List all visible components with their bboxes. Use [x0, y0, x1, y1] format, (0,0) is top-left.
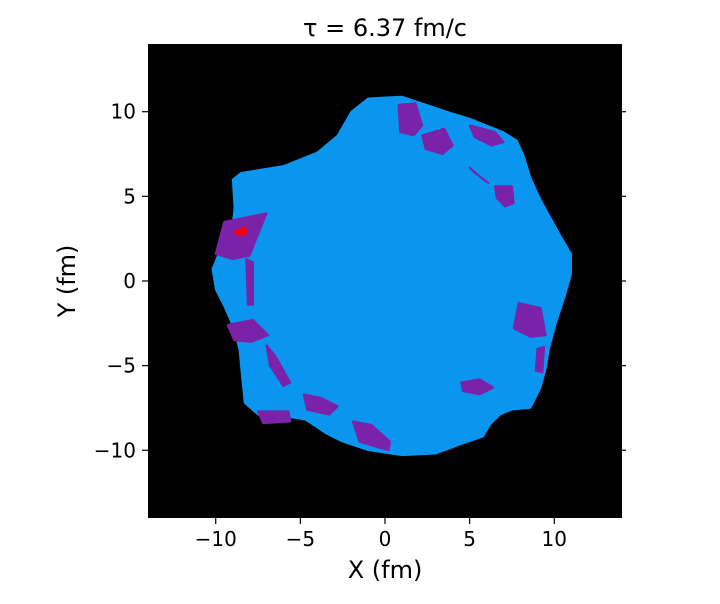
- y-tick-label: 5: [123, 184, 136, 208]
- x-ticks: −10 −5 0 5 10: [195, 518, 567, 551]
- x-tick-label: −10: [195, 527, 237, 551]
- hotspot-blob-9: [265, 344, 292, 387]
- hotspot-blob-8: [226, 318, 270, 343]
- y-tick-label: −10: [94, 438, 136, 462]
- hotspot-blob-7: [245, 258, 254, 306]
- hotspot-blob-13: [460, 378, 495, 396]
- hotspot-blob-6: [214, 212, 268, 260]
- y-tick-label: −5: [107, 354, 136, 378]
- x-axis-label: X (fm): [348, 556, 423, 584]
- hotspot-blob-5: [494, 185, 515, 208]
- y-ticks: −10 −5 0 5 10: [94, 100, 626, 462]
- hotspot-blob-10: [302, 393, 339, 416]
- hotspot-blob-15: [534, 346, 546, 374]
- hotspot-blob-11: [257, 410, 292, 425]
- field-regions: [211, 95, 572, 457]
- x-tick-label: 10: [542, 527, 567, 551]
- hotspot-blob-12: [351, 420, 392, 452]
- region-peak: [233, 226, 247, 237]
- y-tick-label: 10: [111, 100, 136, 124]
- hotspot-blob-3: [468, 124, 505, 147]
- x-tick-label: 0: [379, 527, 392, 551]
- x-tick-label: −5: [286, 527, 315, 551]
- y-axis-label: Y (fm): [53, 245, 81, 319]
- hotspot-blob-14: [512, 302, 547, 338]
- chart-title: τ = 6.37 fm/c: [303, 14, 467, 42]
- hotspot-blob-1: [397, 102, 424, 137]
- hotspot-blob-4: [468, 166, 490, 184]
- x-tick-label: 5: [463, 527, 476, 551]
- y-tick-label: 0: [123, 269, 136, 293]
- hotspot-blob-2: [421, 127, 454, 155]
